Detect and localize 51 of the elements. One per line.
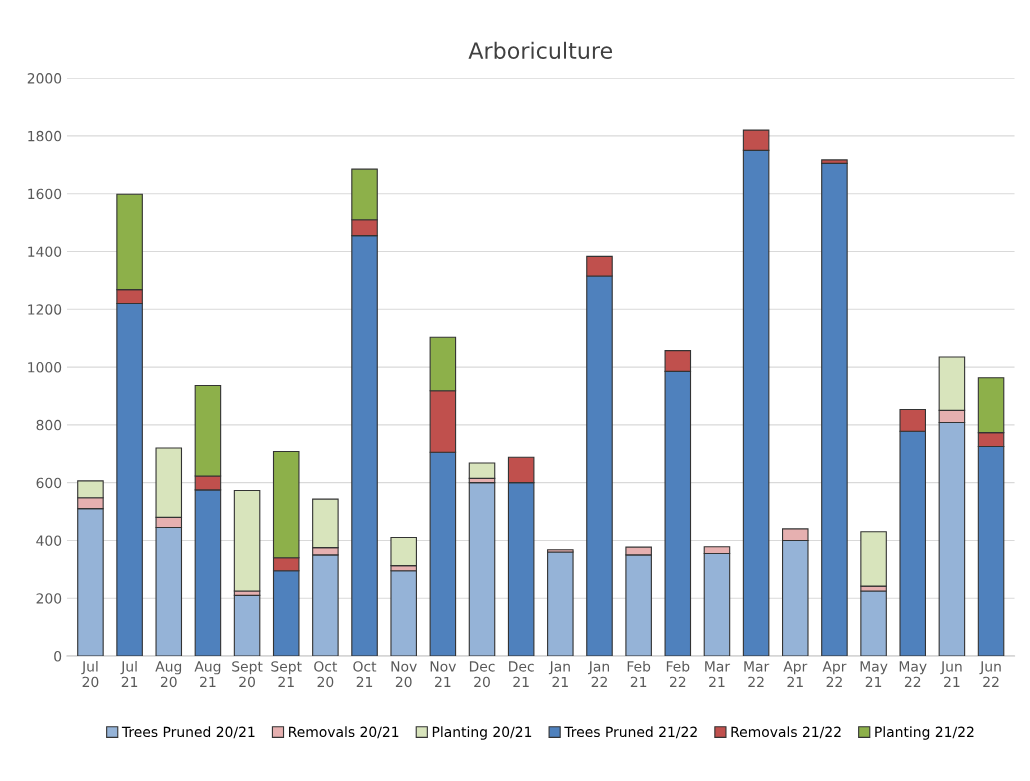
x-tick-label: Jun 22	[979, 661, 1001, 688]
x-tick-label: Sept 21	[271, 661, 302, 688]
x-tick-label: Dec 20	[469, 661, 495, 688]
x-tick-label: Jan 22	[588, 661, 610, 688]
bar	[860, 590, 887, 657]
bar	[233, 489, 261, 592]
x-tick-label: Mar 22	[744, 661, 770, 688]
y-tick-label: 1200	[28, 304, 62, 315]
bar	[390, 570, 417, 657]
y-tick-label: 400	[36, 535, 62, 546]
x-tick-label: Jul 21	[120, 660, 138, 688]
legend-label: Trees Pruned 21/22	[564, 726, 697, 739]
legend-label: Planting 21/22	[875, 726, 974, 740]
bar	[821, 162, 848, 657]
x-tick-label: Oct 20	[314, 661, 338, 688]
legend-label: Trees Pruned 20/21	[121, 726, 255, 739]
legend-label: Planting 20/21	[432, 726, 532, 740]
legend-label: Removals 21/22	[731, 726, 841, 739]
y-tick-label: 1600	[28, 188, 62, 200]
y-tick-label: 600	[36, 477, 62, 489]
y-tick-label: 1400	[28, 246, 62, 257]
x-tick-label: Feb 22	[666, 660, 690, 688]
x-tick-label: Jan 21	[548, 661, 570, 688]
x-tick-label: Nov 21	[430, 661, 456, 688]
x-tick-label: Mar 21	[705, 661, 731, 688]
y-tick-label: 0	[54, 651, 62, 662]
x-tick-label: May 22	[899, 661, 927, 688]
y-tick-label: 800	[36, 419, 62, 431]
chart-title: Arboriculture	[468, 41, 613, 59]
x-tick-label: Jul 20	[81, 660, 99, 688]
x-tick-label: Dec 21	[509, 661, 534, 688]
legend-label: Removals 20/21	[289, 726, 399, 739]
x-tick-label: Feb 21	[627, 660, 651, 688]
x-tick-label: Jun 21	[940, 661, 962, 688]
y-tick-label: 200	[36, 593, 62, 604]
bar	[547, 551, 574, 657]
bar	[468, 462, 496, 479]
x-tick-label: Oct 21	[353, 661, 377, 688]
y-tick-label: 1000	[28, 362, 62, 373]
bar	[390, 537, 417, 567]
x-tick-label: Sept 20	[232, 661, 263, 688]
x-tick-label: Aug 21	[194, 661, 221, 688]
x-tick-label: May 21	[860, 661, 888, 688]
y-tick-label: 2000	[27, 73, 62, 84]
x-tick-label: Aug 20	[155, 661, 182, 688]
x-tick-label: Nov 20	[391, 661, 417, 688]
bar	[468, 482, 496, 657]
bar	[233, 594, 261, 657]
x-tick-label: Apr 21	[783, 661, 808, 688]
x-tick-label: Apr 22	[822, 661, 847, 688]
y-tick-label: 1800	[28, 130, 62, 142]
